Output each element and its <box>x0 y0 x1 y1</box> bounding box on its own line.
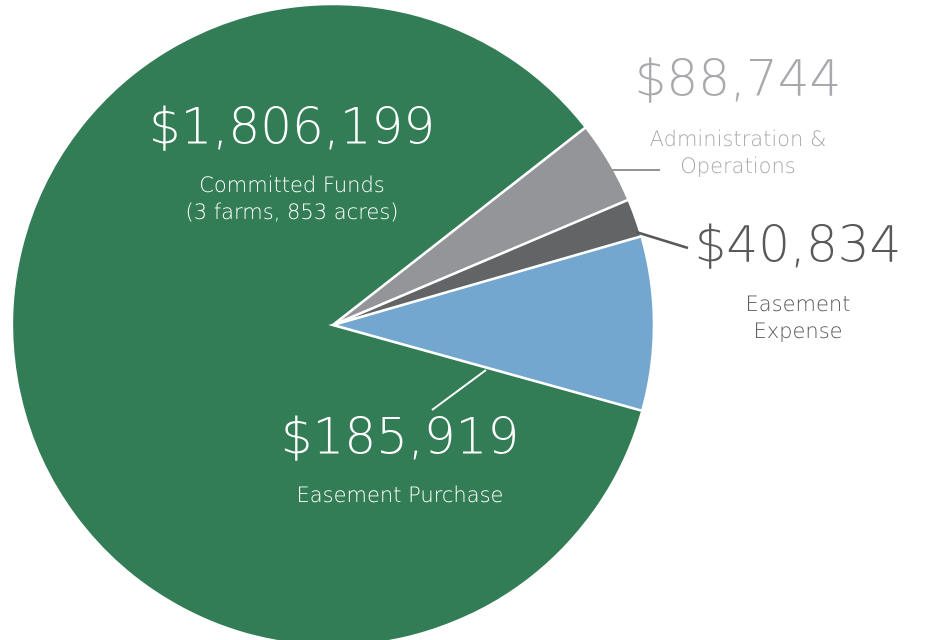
category-label: Easement Purchase <box>297 483 504 507</box>
value-label: $1,806,199 <box>149 98 435 156</box>
category-label: Operations <box>680 154 795 178</box>
leader-line <box>431 369 487 411</box>
category-label: Administration & <box>650 127 827 151</box>
value-label: $40,834 <box>695 216 902 274</box>
value-label: $185,919 <box>281 408 520 466</box>
category-label: Expense <box>753 319 842 343</box>
pie-slice <box>10 2 644 640</box>
value-label: $88,744 <box>635 50 842 108</box>
category-label: Easement <box>746 292 851 316</box>
pie-slice <box>328 234 656 413</box>
category-label: (3 farms, 853 acres) <box>186 200 399 224</box>
leader-line <box>635 230 689 250</box>
category-label: Committed Funds <box>199 173 384 197</box>
